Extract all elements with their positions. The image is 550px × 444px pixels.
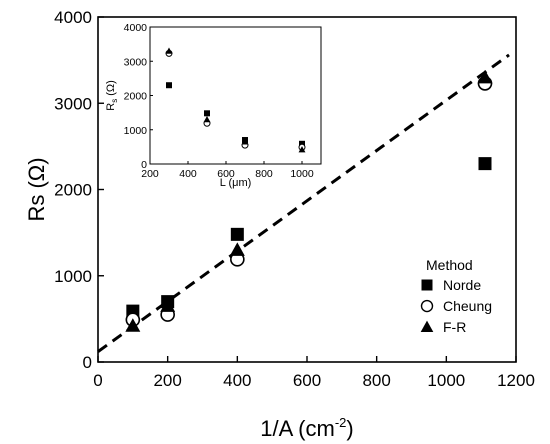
legend-label: F-R bbox=[443, 319, 466, 335]
main-y-ticks: 0 1000 2000 3000 4000 bbox=[54, 8, 104, 372]
main-data-point bbox=[478, 157, 492, 171]
main-plot-frame bbox=[97, 16, 517, 363]
main-y-tick-label: 2000 bbox=[54, 181, 92, 200]
legend-title: Method bbox=[426, 257, 473, 273]
inset-plot: 200 400 600 800 1000 0 1000 2000 3000 4000 L (μm… bbox=[105, 22, 322, 189]
main-fit-line bbox=[97, 53, 510, 353]
main-x-tick-label: 400 bbox=[223, 371, 251, 390]
inset-data-point bbox=[298, 146, 306, 153]
inset-y-ticks: 0 1000 2000 3000 4000 bbox=[124, 22, 153, 171]
inset-data-point bbox=[203, 116, 211, 123]
main-x-axis-title: 1/A (cm-2) bbox=[260, 415, 353, 441]
main-data-point bbox=[229, 242, 245, 256]
legend-marker bbox=[420, 320, 434, 333]
inset-y-tick-label: 2000 bbox=[124, 91, 148, 103]
inset-data-point bbox=[165, 47, 173, 54]
main-y-tick-label: 4000 bbox=[54, 8, 92, 27]
inset-data-point bbox=[241, 138, 249, 145]
legend-marker bbox=[421, 279, 433, 291]
main-x-tick-label: 1000 bbox=[427, 371, 465, 390]
inset-data-point bbox=[166, 82, 172, 89]
inset-y-axis-title: Rs(Ω) bbox=[105, 80, 119, 111]
main-plot: 0 200 400 600 800 1000 1200 01000200030004000 … bbox=[24, 8, 535, 441]
main-x-tick-label: 0 bbox=[93, 371, 102, 390]
main-x-tick-label: 1200 bbox=[497, 371, 535, 390]
main-x-tick-label: 200 bbox=[153, 371, 181, 390]
inset-plot-frame bbox=[149, 26, 322, 165]
inset-y-tick-label: 4000 bbox=[124, 22, 148, 34]
main-y-tick-label: 0 bbox=[83, 353, 92, 372]
main-x-ticks: 0 200 400 600 800 1000 1200 bbox=[93, 356, 535, 390]
main-x-tick-label: 800 bbox=[362, 371, 390, 390]
inset-y-tick-label: 1000 bbox=[124, 125, 148, 137]
inset-y-tick-label: 3000 bbox=[124, 56, 148, 68]
main-x-tick-label: 600 bbox=[293, 371, 321, 390]
main-data-point bbox=[160, 298, 176, 312]
inset-x-ticks: 200 400 600 800 1000 bbox=[141, 161, 314, 180]
main-data-point bbox=[477, 69, 493, 84]
inset-y-tick-label: 0 bbox=[141, 159, 147, 171]
legend-items: Norde Cheung F-R bbox=[420, 277, 492, 335]
legend: Method Norde Cheung F-R bbox=[420, 257, 492, 335]
main-y-axis-title: Rs (Ω) bbox=[24, 157, 49, 221]
main-data-point bbox=[230, 227, 244, 241]
main-data-point bbox=[125, 318, 141, 332]
inset-data-point bbox=[204, 110, 210, 117]
legend-marker bbox=[420, 299, 434, 313]
inset-x-tick-label: 400 bbox=[179, 168, 197, 180]
inset-x-tick-label: 1000 bbox=[290, 168, 314, 180]
inset-x-tick-label: 200 bbox=[141, 168, 159, 180]
inset-x-tick-label: 600 bbox=[217, 168, 235, 180]
inset-background bbox=[150, 27, 321, 164]
main-y-tick-label: 3000 bbox=[54, 94, 92, 113]
main-y-tick-label: 1000 bbox=[54, 267, 92, 286]
inset-x-axis-title: L (μm) bbox=[220, 177, 252, 189]
legend-label: Cheung bbox=[443, 298, 492, 314]
inset-x-tick-label: 800 bbox=[255, 168, 273, 180]
inset-data-points bbox=[165, 47, 306, 153]
main-data-points bbox=[125, 69, 493, 332]
legend-label: Norde bbox=[443, 277, 481, 293]
